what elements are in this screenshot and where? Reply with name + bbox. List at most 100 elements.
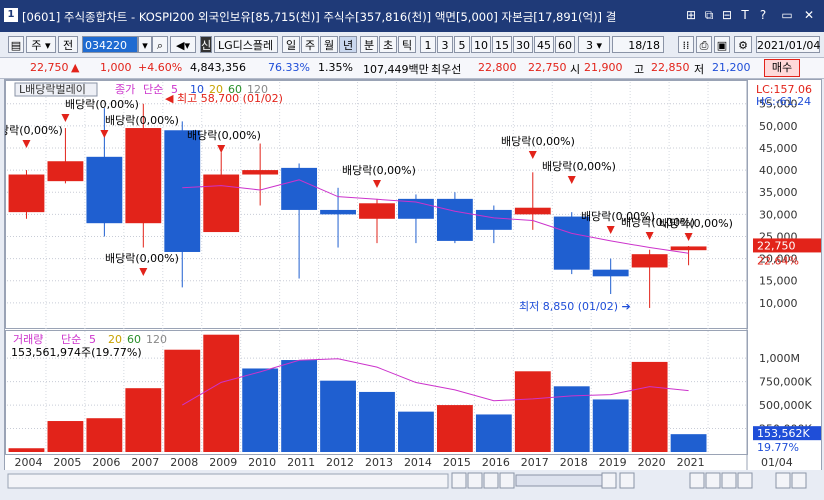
dividend-label: 배당락(0,00%) (621, 216, 695, 229)
x-tick-label: 2006 (92, 456, 120, 469)
interval-15[interactable]: 15 (492, 36, 512, 53)
volume-tick-label: 500,000K (759, 399, 812, 412)
settings-icon[interactable]: ▤ (8, 36, 24, 53)
volume-legend-ma: 단순 (61, 333, 81, 346)
copy-window-icon[interactable]: ⧉ (704, 8, 714, 22)
dividend-label: 배당락(0,00%) (105, 114, 179, 127)
chart-title: L배당락벌레이 (19, 83, 86, 96)
x-tick-label: 2005 (53, 456, 81, 469)
help-icon[interactable]: ? (759, 8, 767, 22)
volume-info: 153,561,974주(19.77%) (11, 346, 142, 359)
candle-body (86, 156, 123, 224)
interval-60[interactable]: 60 (555, 36, 575, 53)
interval-select[interactable]: 3 ▾ (578, 36, 610, 53)
x-tick-label: 2016 (482, 456, 510, 469)
window-title: [0601] 주식종합차트 - KOSPI200 외국인보유[85,715(천)… (22, 10, 617, 24)
speaker-icon[interactable]: ◀▾ (170, 36, 196, 53)
save-icon[interactable]: ▣ (714, 36, 730, 53)
low-label: 저 (694, 63, 705, 76)
price-legend-ma: 단순 (143, 83, 163, 96)
toolbar: ▤ 주 ▾ 전 034220 ▾ ⌕ ◀▾ 신 LG디스플레 일 주 월 년 분… (0, 34, 824, 56)
high-label: 고 (634, 63, 645, 76)
tile-icon[interactable]: ⊞ (685, 8, 697, 22)
best-ask: 22,800 (478, 61, 517, 74)
dividend-arrow-icon (645, 232, 654, 240)
current-price-label: 22,750 (757, 239, 796, 252)
interval-3[interactable]: 3 (437, 36, 453, 53)
gear-icon[interactable]: ⚙ (734, 36, 752, 53)
interval-1[interactable]: 1 (420, 36, 436, 53)
candle-body (125, 128, 162, 224)
price-tick-label: 45,000 (759, 142, 798, 155)
grid-icon[interactable]: ⁞⁞ (678, 36, 694, 53)
stock-code-input[interactable]: 034220 (82, 36, 138, 53)
x-tick-label: 2021 (677, 456, 705, 469)
search-icon[interactable]: ⌕ (152, 36, 168, 53)
print-icon[interactable]: ⎙ (696, 36, 712, 53)
open: 21,900 (584, 61, 623, 74)
x-tick-label: 2011 (287, 456, 315, 469)
date-input[interactable]: 2021/01/04 (756, 36, 820, 53)
x-tick-label: 2009 (209, 456, 237, 469)
candle-body (203, 174, 240, 233)
dividend-arrow-icon (684, 233, 693, 241)
maximize-icon[interactable]: ▭ (781, 8, 793, 22)
dividend-label: 배당락(0,00%) (105, 252, 179, 265)
code-dropdown-icon[interactable]: ▾ (138, 36, 152, 53)
candle-body (242, 170, 279, 175)
best-ask-label: 최우선 (431, 63, 462, 76)
dividend-label: 당락(0,00%) (5, 124, 63, 137)
volume-bar (631, 361, 668, 452)
pin-icon[interactable]: ⊟ (721, 8, 733, 22)
type-select[interactable]: 주 ▾ (26, 36, 56, 53)
buy-button[interactable]: 매수 (764, 59, 800, 77)
close-icon[interactable]: ✕ (803, 8, 815, 22)
tab-month[interactable]: 월 (320, 36, 338, 53)
whole-button[interactable]: 전 (58, 36, 78, 53)
candle-body (47, 161, 84, 182)
app-icon: 1 (4, 8, 18, 22)
price: 22,750 (30, 61, 69, 74)
volume-bar (436, 405, 473, 452)
dividend-arrow-icon (373, 180, 381, 188)
volume-bar (398, 411, 434, 452)
candle-body (164, 130, 201, 252)
interval-30[interactable]: 30 (513, 36, 533, 53)
interval-45[interactable]: 45 (534, 36, 554, 53)
volume-legend-period: 20 (108, 333, 122, 346)
dividend-arrow-icon (100, 130, 109, 138)
dividend-label: 배당락(0,00%) (65, 98, 139, 111)
volume-tick-label: 750,000K (759, 376, 812, 389)
volume-legend-period: 60 (127, 333, 141, 346)
tab-tick[interactable]: 틱 (398, 36, 416, 53)
volume-bar (670, 434, 707, 452)
tab-year[interactable]: 년 (339, 36, 357, 53)
low-annotation: 최저 8,850 (01/02) ➔ (519, 300, 631, 313)
ratio-1: 76.33% (268, 61, 310, 74)
tab-week[interactable]: 주 (301, 36, 319, 53)
volume-bar (242, 368, 279, 452)
amount: 107,449백만 (363, 63, 429, 76)
tab-day[interactable]: 일 (282, 36, 300, 53)
dividend-arrow-icon (217, 145, 226, 153)
current-volume-label: 153,562K (757, 427, 810, 440)
volume-ma5-line (182, 358, 689, 406)
change-pct: +4.60% (138, 61, 183, 74)
interval-10[interactable]: 10 (471, 36, 491, 53)
candle-body (514, 207, 551, 215)
interval-5[interactable]: 5 (454, 36, 470, 53)
open-label: 시 (570, 63, 581, 76)
change-up-icon: ▲ (71, 61, 80, 74)
candle-body (631, 254, 668, 268)
info-lc: LC:157.06 (756, 83, 812, 96)
chart-title-box (14, 82, 98, 97)
tab-minute[interactable]: 분 (360, 36, 378, 53)
title-bar: 1 [0601] 주식종합차트 - KOSPI200 외국인보유[85,715(… (0, 0, 824, 32)
price-tick-label: 10,000 (759, 297, 798, 310)
font-icon[interactable]: T (741, 8, 749, 22)
high: 22,850 (651, 61, 690, 74)
tab-second[interactable]: 초 (379, 36, 397, 53)
dividend-arrow-icon (567, 176, 576, 184)
price-tick-label: 55,000 (759, 98, 798, 111)
x-tick-label: 2008 (170, 456, 198, 469)
